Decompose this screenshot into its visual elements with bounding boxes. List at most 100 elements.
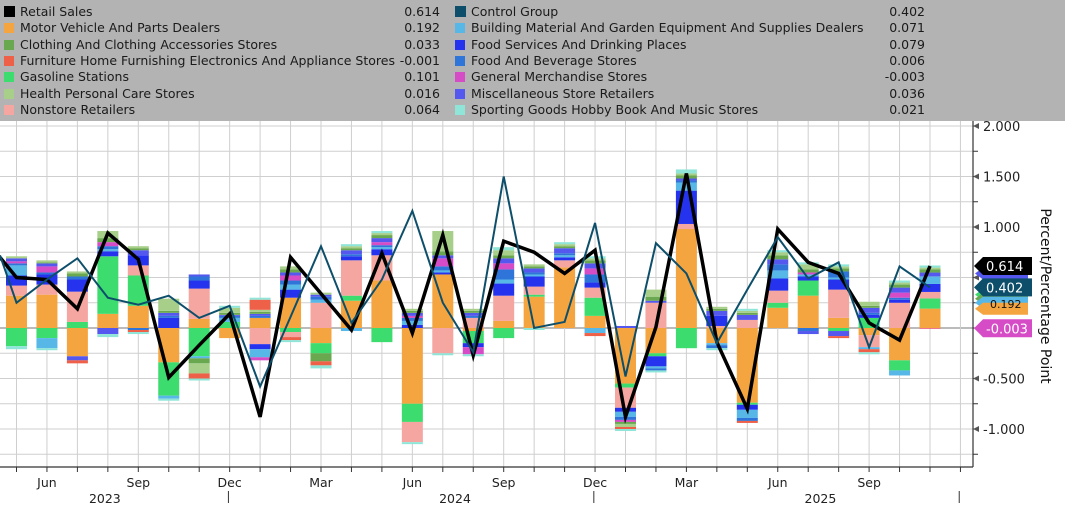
bar-segment (858, 328, 880, 336)
bar-segment (432, 251, 454, 256)
bar-segment (36, 284, 58, 295)
bar-segment (645, 296, 667, 301)
bar-segment (310, 365, 332, 369)
bar-segment (736, 420, 758, 423)
bar-segment (889, 282, 911, 285)
bar-segment (401, 442, 423, 445)
legend-swatch (4, 104, 14, 115)
bar-segment (6, 256, 27, 259)
legend-swatch (455, 72, 465, 83)
bar-stack (584, 256, 606, 337)
bar-stack (767, 250, 789, 328)
bar-segment (645, 289, 667, 297)
legend-swatch (455, 6, 466, 17)
bar-segment (280, 332, 302, 338)
bar-segment (340, 260, 362, 296)
bar-segment (736, 409, 758, 418)
bar-segment (97, 334, 119, 338)
x-month-label: Sep (492, 475, 516, 490)
bar-segment (401, 317, 423, 321)
bar-segment (858, 352, 880, 355)
bar-segment (158, 395, 180, 399)
bar-segment (36, 272, 58, 275)
bar-segment (97, 313, 119, 328)
bar-segment (889, 299, 911, 303)
bar-segment (828, 289, 850, 318)
bar-segment (706, 306, 728, 309)
bar-segment (462, 343, 484, 348)
bar-segment (523, 264, 545, 267)
bar-segment (36, 328, 58, 339)
bar-segment (889, 360, 911, 371)
bar-segment (828, 317, 850, 328)
bar-segment (36, 260, 58, 263)
bar-segment (249, 311, 271, 314)
legend-label: Furniture Home Furnishing Electronics An… (20, 52, 395, 68)
y-tick-arrow (973, 274, 979, 281)
bar-segment (462, 308, 484, 311)
bar-segment (493, 263, 515, 270)
end-label-text-minor: 0.192 (990, 298, 1022, 311)
bar-segment (280, 266, 302, 270)
legend-item: Control Group 0.402 (455, 4, 925, 20)
bar-segment (66, 279, 88, 292)
bar-segment (249, 297, 271, 300)
bar-segment (767, 270, 789, 279)
bar-segment (401, 328, 423, 404)
x-month-label: Sep (127, 475, 151, 490)
bar-segment (889, 302, 911, 328)
bar-segment (249, 313, 271, 316)
bar-segment (280, 340, 302, 343)
bar-segment (645, 366, 667, 369)
bar-segment (340, 246, 362, 249)
legend-item: Food Services And Drinking Places 0.079 (455, 37, 925, 53)
bar-segment (584, 328, 606, 334)
bar-segment (797, 328, 819, 332)
legend-label: Motor Vehicle And Parts Dealers (20, 20, 221, 36)
bar-segment (401, 421, 423, 443)
legend-label: Clothing And Clothing Accessories Stores (20, 36, 278, 52)
bar-segment (188, 378, 210, 381)
bar-segment (828, 268, 850, 272)
bar-segment (127, 332, 149, 335)
chart-legend: Retail Sales 0.614 Motor Vehicle And Parts… (0, 0, 1065, 121)
bar-segment (401, 312, 423, 316)
bar-segment (310, 296, 332, 300)
legend-item: Furniture Home Furnishing Electronics An… (4, 53, 440, 69)
bar-segment (554, 253, 576, 256)
bar-segment (858, 335, 880, 348)
bar-segment (584, 297, 606, 316)
bar-segment (219, 307, 241, 313)
legend-label: Retail Sales (20, 4, 93, 19)
bar-stack (889, 280, 911, 376)
bar-segment (615, 429, 636, 432)
bar-segment (219, 328, 241, 339)
bar-segment (584, 268, 606, 275)
bar-segment (919, 298, 941, 309)
y-tick-label: -1.000 (983, 423, 1025, 438)
bar-segment (554, 242, 576, 245)
legend-item: Gasoline Stations 0.101 (4, 69, 440, 85)
legend-value: 0.402 (889, 4, 925, 19)
bar-segment (6, 285, 27, 296)
bar-segment (493, 279, 515, 284)
y-tick-label: 2.000 (983, 121, 1020, 135)
bar-segment (858, 312, 880, 315)
x-month-label: Sep (857, 475, 881, 490)
bar-segment (280, 280, 302, 285)
bar-segment (280, 269, 302, 273)
bar-segment (127, 305, 149, 328)
y-tick-label: 1.000 (983, 221, 1020, 236)
bar-segment (66, 356, 88, 361)
bar-stack (66, 271, 88, 364)
bar-segment (280, 337, 302, 341)
bar-segment (188, 274, 210, 277)
bar-segment (767, 250, 789, 253)
bar-segment (797, 269, 819, 273)
bar-segment (615, 421, 636, 424)
bar-segment (828, 328, 850, 332)
legend-value: 0.006 (889, 52, 925, 68)
bar-stack (249, 297, 271, 361)
bar-segment (736, 417, 758, 421)
bar-segment (280, 284, 302, 290)
